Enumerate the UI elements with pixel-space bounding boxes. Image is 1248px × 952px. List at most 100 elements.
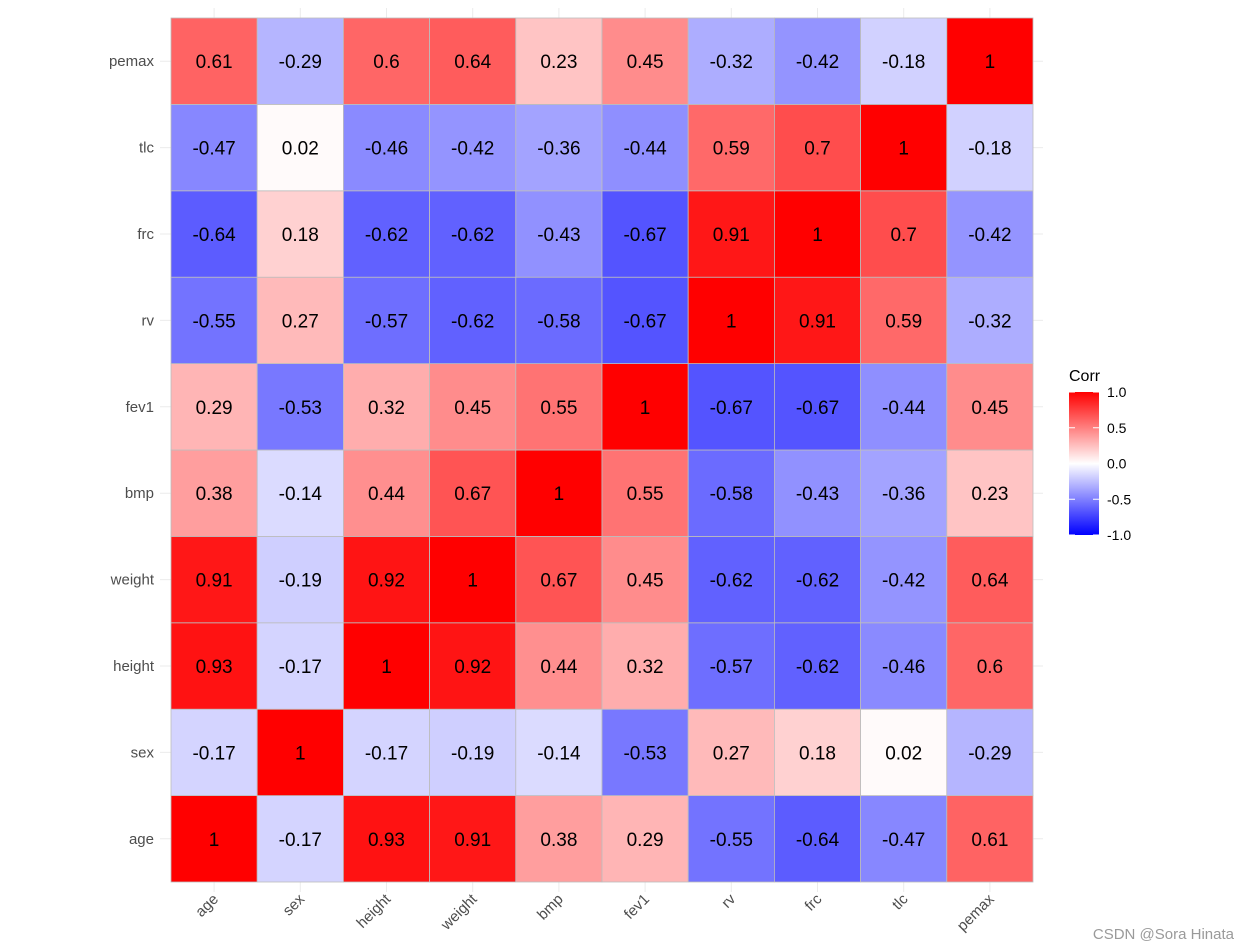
y-tick-label: rv	[142, 312, 155, 329]
x-tick-label: sex	[280, 890, 309, 919]
heatmap-cell	[429, 17, 517, 105]
heatmap-cell	[946, 363, 1034, 451]
cell-value-label: -0.53	[623, 743, 666, 764]
heatmap-cell	[429, 190, 517, 278]
cell-value-label: 0.02	[885, 743, 922, 764]
cell-value-label: 1	[812, 225, 823, 246]
cell-value-label: 0.7	[804, 139, 830, 160]
cell-value-label: -0.43	[796, 484, 839, 505]
heatmap-cell	[774, 536, 862, 624]
cell-value-label: -0.36	[882, 484, 925, 505]
heatmap-cell	[429, 536, 517, 624]
heatmap-cell	[774, 17, 862, 105]
cell-value-label: -0.17	[365, 743, 408, 764]
cell-value-label: 0.59	[713, 139, 750, 160]
cell-value-label: 0.59	[885, 311, 922, 332]
y-tick-label: pemax	[109, 53, 155, 70]
cell-value-label: -0.62	[451, 311, 494, 332]
cell-value-label: -0.55	[710, 830, 753, 851]
cell-value-label: -0.64	[192, 225, 236, 246]
heatmap-cell	[601, 449, 689, 537]
heatmap-cell	[946, 17, 1034, 105]
heatmap-cell	[170, 708, 258, 797]
cell-value-label: 0.44	[540, 657, 577, 678]
heatmap-cell	[774, 190, 862, 278]
heatmap-cell	[256, 536, 344, 624]
cell-value-labels: 1 -0.17 0.93 0.91 0.38 0.29 -0.55 -0.64 -0.47 0.6…	[192, 52, 1011, 851]
heatmap-cell	[170, 363, 258, 451]
cell-value-label: 0.91	[713, 225, 750, 246]
x-tick-label: fev1	[621, 891, 653, 923]
cell-value-label: -0.14	[537, 743, 581, 764]
cell-value-label: 0.55	[627, 484, 664, 505]
heatmap-cell	[256, 795, 344, 883]
cell-value-label: 0.45	[454, 398, 491, 419]
cell-value-label: 0.18	[799, 743, 836, 764]
x-tick-label: weight	[437, 890, 481, 934]
cell-value-label: -0.47	[882, 830, 925, 851]
heatmap-cell	[601, 708, 689, 797]
heatmap-cell	[601, 622, 689, 710]
heatmap-cell	[170, 622, 258, 710]
heatmap-cell	[687, 363, 775, 451]
heatmap-cell	[515, 622, 603, 710]
cell-value-label: 0.38	[196, 484, 233, 505]
cell-value-label: -0.42	[882, 571, 925, 592]
y-tick-label: tlc	[139, 140, 155, 157]
heatmap-cell	[860, 708, 948, 797]
cell-value-label: 0.18	[282, 225, 319, 246]
cell-value-label: 1	[726, 311, 737, 332]
cell-value-label: -0.44	[882, 398, 926, 419]
cell-value-label: -0.42	[968, 225, 1011, 246]
cell-value-label: 0.45	[627, 571, 664, 592]
heatmap-cell	[687, 536, 775, 624]
cell-value-label: 0.92	[368, 571, 405, 592]
cell-value-label: -0.19	[279, 571, 322, 592]
y-tick-label: frc	[137, 226, 154, 243]
heatmap-cell	[429, 449, 517, 537]
heatmap-cell	[515, 449, 603, 537]
heatmap-cell	[687, 17, 775, 105]
legend-tick-label: -0.5	[1107, 491, 1131, 507]
heatmap-cell	[774, 708, 862, 797]
heatmap-cell	[170, 536, 258, 624]
heatmap-cell	[342, 363, 430, 451]
y-tick-label: age	[129, 831, 154, 848]
heatmap-cell	[946, 449, 1034, 537]
cell-value-label: 1	[898, 139, 909, 160]
cell-value-label: 0.91	[799, 311, 836, 332]
heatmap-cell	[515, 104, 603, 192]
heatmap-cell	[515, 708, 603, 797]
cell-value-label: 0.92	[454, 657, 491, 678]
heatmap-cell	[946, 708, 1034, 797]
heatmap-cell	[256, 17, 344, 105]
cell-value-label: 0.93	[368, 830, 405, 851]
x-tick-label: bmp	[534, 891, 567, 924]
heatmap-cell	[170, 190, 258, 278]
cell-value-label: -0.62	[365, 225, 408, 246]
cell-value-label: -0.29	[968, 743, 1011, 764]
cell-value-label: 0.55	[540, 398, 577, 419]
heatmap-cell	[860, 190, 948, 278]
cell-value-label: -0.67	[710, 398, 753, 419]
heatmap-cell	[860, 17, 948, 105]
cell-value-label: 0.32	[627, 657, 664, 678]
y-tick-label: sex	[131, 744, 155, 761]
cell-value-label: -0.46	[365, 139, 408, 160]
cell-value-label: 0.27	[282, 311, 319, 332]
heatmap-cell	[687, 795, 775, 883]
heatmap-cell	[256, 363, 344, 451]
y-tick-label: bmp	[125, 485, 154, 502]
heatmap-cell	[860, 622, 948, 710]
cell-value-label: 0.93	[196, 657, 233, 678]
cell-value-label: 1	[209, 830, 220, 851]
legend-tick-label: 0.5	[1107, 420, 1127, 436]
heatmap-cell	[342, 708, 430, 797]
cell-value-label: 0.6	[977, 657, 1003, 678]
cell-value-label: 0.91	[454, 830, 491, 851]
cell-value-label: -0.62	[796, 571, 839, 592]
heatmap-cell	[946, 104, 1034, 192]
heatmap-cell	[256, 622, 344, 710]
cell-value-label: 0.61	[971, 830, 1008, 851]
heatmap-cell	[170, 449, 258, 537]
